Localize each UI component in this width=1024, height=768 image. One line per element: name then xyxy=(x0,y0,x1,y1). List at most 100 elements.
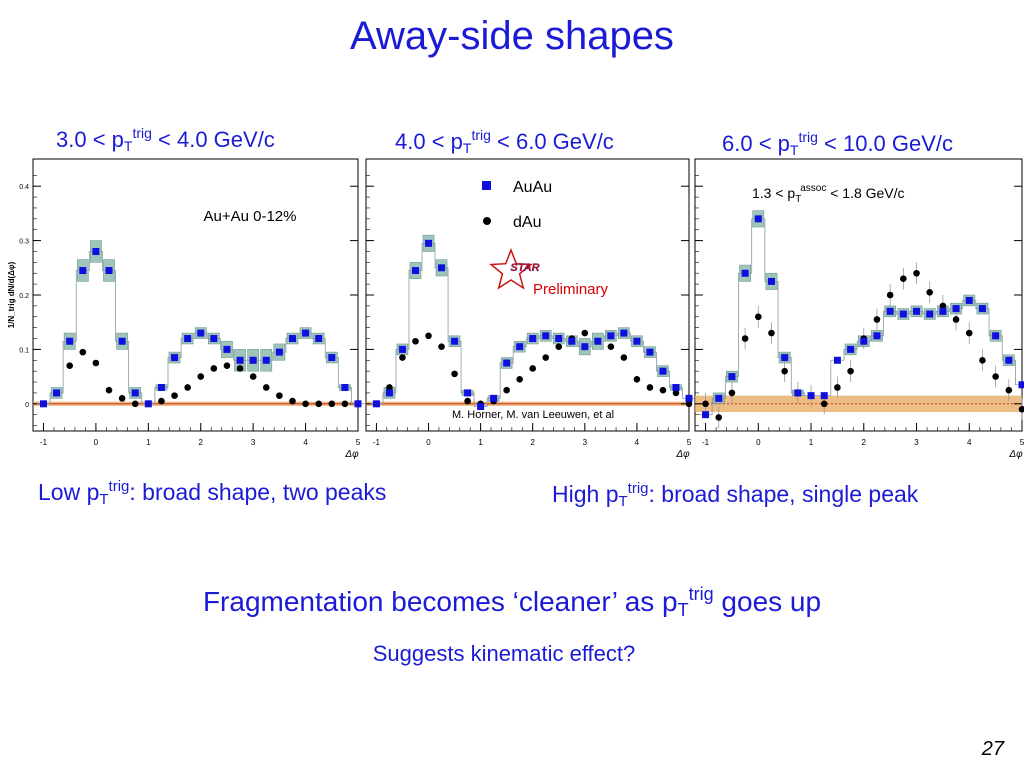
panel-1-label-sup: trig xyxy=(132,125,152,141)
dau-point xyxy=(820,400,828,408)
auau-point xyxy=(847,345,855,353)
dau-point xyxy=(464,397,471,405)
auau-point xyxy=(781,354,789,362)
assoc-sup: assoc xyxy=(800,183,826,194)
dau-point xyxy=(542,354,550,361)
auau-point xyxy=(820,392,828,400)
dau-point xyxy=(302,400,309,408)
auau-point xyxy=(425,239,433,247)
dau-point xyxy=(315,400,322,408)
auau-point xyxy=(767,277,775,285)
credit-label: M. Horner, M. van Leeuwen, et al xyxy=(452,409,614,421)
assoc-pre: 1.3 < p xyxy=(752,185,795,201)
dau-point xyxy=(79,348,87,356)
panel-3: -1 0 1 2 3 4 5 Δφ xyxy=(694,158,1024,460)
y-tick-label: 0 xyxy=(25,402,29,409)
x-tick-label: 4 xyxy=(967,438,972,447)
auau-point xyxy=(39,400,47,408)
auau-point xyxy=(939,307,947,315)
auau-point xyxy=(529,335,537,343)
auau-point xyxy=(646,348,654,356)
auau-point xyxy=(516,343,524,351)
dau-point xyxy=(834,384,841,391)
dau-point xyxy=(66,362,73,370)
auau-point xyxy=(144,400,152,408)
low-pt-comment-sup: trig xyxy=(108,478,130,495)
dau-point xyxy=(728,389,736,397)
auau-point xyxy=(607,332,615,340)
panel-3-label-sup: trig xyxy=(798,129,818,145)
auau-point xyxy=(978,305,986,313)
dau-point xyxy=(503,386,510,394)
zero-band xyxy=(695,395,1022,412)
dau-point xyxy=(702,400,709,408)
panel-1-label-sub: T xyxy=(123,138,133,154)
panel-3-label-sub: T xyxy=(789,142,799,158)
auau-point xyxy=(210,335,218,343)
centrality-label: Au+Au 0-12% xyxy=(204,208,297,225)
auau-point xyxy=(1005,356,1013,364)
auau-point xyxy=(715,394,723,402)
auau-point xyxy=(302,329,310,337)
dau-point xyxy=(529,365,537,372)
panel-1: -1 0 1 2 3 4 5 Δφ 0 0.1 0.2 0.3 0.4 1/N_trig dN/d(Δφ) xyxy=(7,158,365,460)
y-tick-label: 0.4 xyxy=(19,184,29,191)
auau-point xyxy=(672,383,680,391)
auau-point xyxy=(157,383,165,391)
x-tick-label: 3 xyxy=(914,438,919,447)
x-tick-label: 0 xyxy=(756,438,761,447)
conclusion-sup: trig xyxy=(688,584,714,604)
dau-point xyxy=(451,370,458,378)
legend-auau-marker xyxy=(482,181,491,190)
auau-point xyxy=(568,337,576,345)
dau-point xyxy=(184,384,191,391)
auau-point xyxy=(503,359,511,367)
auau-point xyxy=(620,329,628,337)
x-tick-label: 1 xyxy=(146,438,151,447)
auau-point xyxy=(1018,381,1024,389)
auau-point xyxy=(105,267,113,275)
x-tick-label: 0 xyxy=(426,438,431,447)
x-tick-label: 2 xyxy=(530,438,535,447)
dau-point xyxy=(412,337,419,345)
auau-point xyxy=(171,354,179,362)
auau-point xyxy=(886,307,894,315)
auau-point xyxy=(581,343,589,351)
auau-point xyxy=(398,345,406,353)
auau-point xyxy=(490,394,498,402)
auau-point xyxy=(275,348,283,356)
low-pt-comment: Low pTtrig: broad shape, two peaks xyxy=(38,478,386,508)
legend-dau-marker xyxy=(483,217,491,225)
panel-2-label-sup: trig xyxy=(471,127,491,143)
auau-point xyxy=(385,389,393,397)
auau-point xyxy=(873,332,881,340)
y-tick-label: 0.3 xyxy=(19,239,29,246)
panel-2-label-pre: 4.0 < p xyxy=(395,129,463,154)
panel-2-label: 4.0 < pTtrig < 6.0 GeV/c xyxy=(395,127,614,156)
x-tick-label: 3 xyxy=(251,438,256,447)
dau-point xyxy=(754,313,762,321)
auau-point xyxy=(794,389,802,397)
x-tick-label: 5 xyxy=(356,438,361,447)
auau-point xyxy=(913,307,921,315)
low-pt-comment-sub: T xyxy=(99,491,109,508)
dau-point xyxy=(92,359,100,367)
x-tick-label: -1 xyxy=(40,438,48,447)
dau-point xyxy=(926,288,934,296)
dau-point xyxy=(210,365,218,372)
auau-point xyxy=(965,296,973,304)
dau-point xyxy=(620,354,628,361)
auau-point xyxy=(860,337,868,345)
auau-point xyxy=(926,310,934,318)
auau-point xyxy=(223,345,231,353)
dau-point xyxy=(873,316,881,323)
dau-point xyxy=(633,376,641,383)
high-pt-comment-sup: trig xyxy=(627,480,649,497)
low-pt-comment-pre: Low p xyxy=(38,479,100,505)
auau-point xyxy=(633,337,641,345)
dau-point xyxy=(952,316,960,323)
conclusion-sub: T xyxy=(677,600,689,620)
dau-point xyxy=(328,400,336,408)
auau-point xyxy=(184,335,192,343)
x-tick-label: 3 xyxy=(583,438,588,447)
